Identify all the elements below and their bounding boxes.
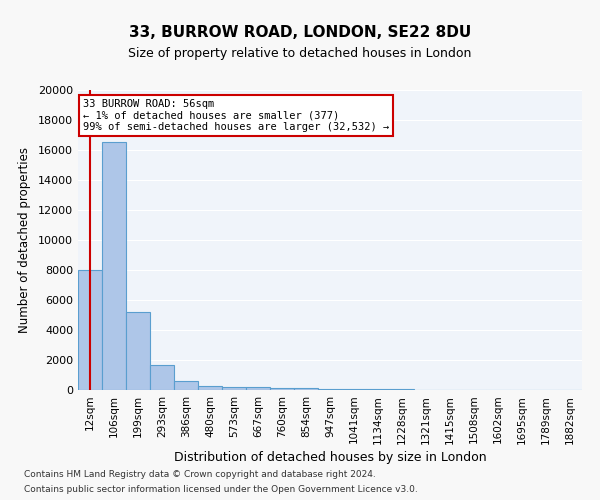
Bar (246, 387, 270, 390)
Text: 33, BURROW ROAD, LONDON, SE22 8DU: 33, BURROW ROAD, LONDON, SE22 8DU (129, 25, 471, 40)
X-axis label: Distribution of detached houses by size in London: Distribution of detached houses by size … (173, 450, 487, 464)
Bar (294, 388, 318, 390)
Bar (366, 389, 390, 390)
Y-axis label: Number of detached properties: Number of detached properties (18, 147, 31, 333)
Bar (222, 387, 246, 390)
Bar (342, 389, 366, 390)
Text: Contains HM Land Registry data © Crown copyright and database right 2024.: Contains HM Land Registry data © Crown c… (24, 470, 376, 479)
Bar (318, 388, 342, 390)
Bar (198, 386, 222, 390)
Text: Contains public sector information licensed under the Open Government Licence v3: Contains public sector information licen… (24, 485, 418, 494)
Bar (174, 381, 198, 390)
Bar (270, 388, 294, 390)
Text: Size of property relative to detached houses in London: Size of property relative to detached ho… (128, 48, 472, 60)
Bar (126, 312, 150, 390)
Text: 33 BURROW ROAD: 56sqm
← 1% of detached houses are smaller (377)
99% of semi-deta: 33 BURROW ROAD: 56sqm ← 1% of detached h… (83, 99, 389, 132)
Bar (78, 270, 102, 390)
Bar (150, 364, 174, 390)
Bar (102, 142, 126, 390)
